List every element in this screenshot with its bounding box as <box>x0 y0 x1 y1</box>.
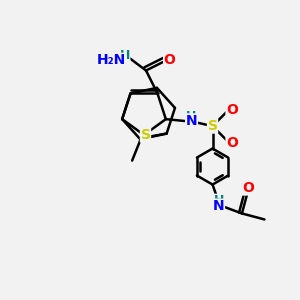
Text: S: S <box>140 128 151 142</box>
Text: N: N <box>186 114 197 128</box>
Text: H: H <box>214 194 224 207</box>
Text: O: O <box>164 53 175 67</box>
Text: H: H <box>119 49 130 62</box>
Text: O: O <box>226 103 238 116</box>
Text: O: O <box>242 181 254 195</box>
Text: S: S <box>208 119 218 133</box>
Text: O: O <box>226 136 238 149</box>
Text: H: H <box>186 110 197 123</box>
Text: N: N <box>213 199 224 213</box>
Text: H₂N: H₂N <box>97 53 126 67</box>
